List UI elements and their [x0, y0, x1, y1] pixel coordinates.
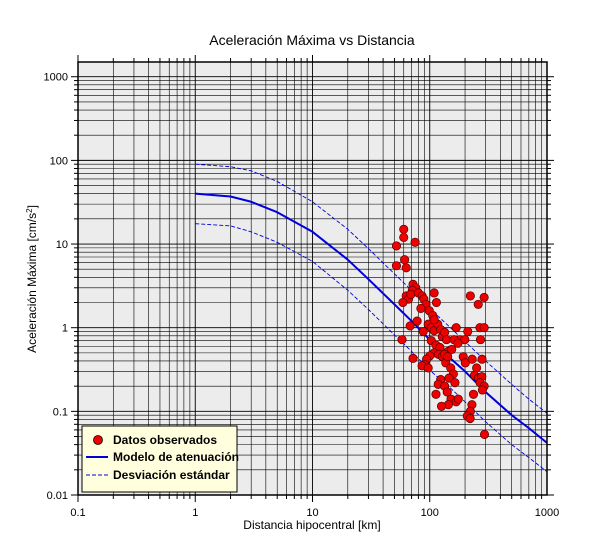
- data-point: [453, 338, 463, 348]
- y-tick-label: 0.01: [47, 490, 68, 502]
- x-tick-label: 10: [306, 507, 318, 519]
- chart-title: Aceleración Máxima vs Distancia: [209, 32, 415, 48]
- y-tick-label: 100: [50, 155, 68, 167]
- data-point: [412, 316, 422, 326]
- legend-label-model: Modelo de atenuación: [113, 450, 239, 464]
- data-point: [467, 354, 477, 364]
- scatter-points: [391, 224, 490, 439]
- y-tick-labels: 0.01 0.1 1 10 100 1000: [44, 72, 68, 502]
- data-point: [400, 255, 410, 265]
- y-tick-label: 10: [56, 239, 68, 251]
- data-point: [460, 335, 470, 345]
- data-point: [391, 261, 401, 271]
- data-point: [453, 394, 463, 404]
- grid-lines: [77, 62, 547, 496]
- data-point: [436, 401, 447, 411]
- data-point: [479, 323, 489, 333]
- data-point: [463, 326, 473, 337]
- y-axis-label-end: ]: [25, 205, 39, 208]
- std-deviation-line: [195, 163, 547, 414]
- data-point: [475, 335, 486, 345]
- legend-label-observed: Datos observados: [113, 433, 217, 447]
- legend-label-std: Desviación estándar: [113, 468, 230, 482]
- data-point: [447, 344, 457, 354]
- x-tick-labels: 0.1 1 10 100 1000: [70, 507, 559, 519]
- data-point: [408, 353, 418, 363]
- legend-box: [81, 425, 238, 493]
- data-point: [405, 321, 415, 331]
- data-point: [406, 289, 416, 299]
- y-tick-label: 1: [62, 323, 68, 335]
- plot-frame: [77, 61, 548, 496]
- data-point: [477, 354, 487, 364]
- data-point: [391, 241, 401, 251]
- data-point: [450, 378, 460, 388]
- data-point: [479, 292, 489, 302]
- data-point: [399, 224, 409, 234]
- data-point: [416, 303, 426, 313]
- y-tick-label: 1000: [44, 72, 68, 84]
- data-point: [429, 288, 439, 298]
- data-point: [443, 352, 453, 362]
- legend-marker-observed: [93, 435, 103, 445]
- data-point: [465, 291, 475, 301]
- x-tick-label: 1: [192, 507, 198, 519]
- data-point: [399, 232, 409, 242]
- data-point: [431, 297, 441, 308]
- data-point: [401, 263, 411, 273]
- data-point: [410, 237, 420, 247]
- data-point: [398, 297, 408, 308]
- x-axis-label: Distancia hipocentral [km]: [243, 518, 380, 532]
- data-point: [465, 414, 475, 424]
- data-point: [451, 323, 461, 333]
- y-axis-label: Aceleración Máxima [cm/s2]: [25, 205, 39, 353]
- data-point: [473, 299, 483, 309]
- legend: Datos observados Modelo de atenuación De…: [81, 425, 239, 493]
- data-point: [429, 315, 439, 325]
- y-axis-label-main: Aceleración Máxima [cm/s: [25, 213, 39, 353]
- data-point: [418, 326, 428, 337]
- data-point: [442, 387, 452, 397]
- x-tick-label: 100: [421, 507, 439, 519]
- data-point: [468, 389, 479, 399]
- data-point: [431, 389, 441, 399]
- attenuation-model-line: [195, 192, 547, 444]
- data-point: [477, 385, 487, 395]
- x-tick-label: 1000: [535, 507, 559, 519]
- y-tick-label: 0.1: [53, 406, 68, 418]
- x-tick-label: 0.1: [70, 507, 85, 519]
- data-point: [479, 429, 490, 439]
- data-point: [423, 363, 433, 373]
- data-point: [397, 335, 407, 345]
- y-axis-label-sup: 2: [25, 208, 34, 213]
